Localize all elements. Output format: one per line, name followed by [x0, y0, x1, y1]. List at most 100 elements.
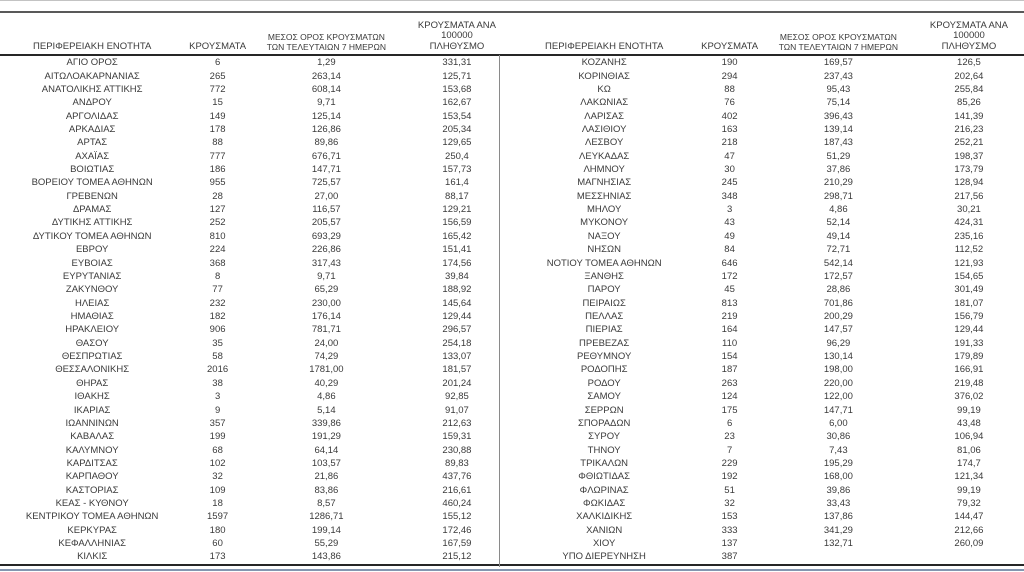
per100k-cell: 301,49	[954, 284, 984, 296]
cases-cell: 245	[721, 177, 738, 189]
avg7-cell: 701,86	[823, 297, 853, 309]
region-cell: ΚΩ	[597, 83, 611, 95]
region-cell: ΓΡΕΒΕΝΩΝ	[66, 190, 118, 202]
region-cell: ΘΑΣΟΥ	[75, 337, 109, 349]
per100k-cell: 156,79	[954, 311, 984, 322]
per100k-cell: 106,94	[954, 431, 984, 443]
cases-cell: 232	[209, 297, 226, 309]
table-row: ΑΧΑΪΑΣ 777 676,71 250,4	[0, 150, 512, 163]
avg7-cell: 263,14	[311, 70, 341, 82]
per100k-cell: 167,59	[442, 538, 472, 550]
per100k-cell: 129,65	[442, 137, 472, 149]
column-header-avg7-line1: ΜΕΣΟΣ ΟΡΟΣ ΚΡΟΥΣΜΑΤΩΝ	[779, 32, 897, 42]
region-cell: ΥΠΟ ΔΙΕΡΕΥΝΗΣΗ	[512, 550, 697, 566]
cases-cell: 45	[724, 284, 735, 296]
table-row: ΣΠΟΡΑΔΩΝ 6 6,00 43,48	[512, 417, 1024, 430]
cases-cell: 333	[721, 524, 738, 536]
avg7-cell: 220,00	[823, 377, 853, 389]
avg7-cell: 169,57	[823, 57, 853, 69]
column-header-cases: ΚΡΟΥΣΜΑΤΑ	[696, 14, 763, 56]
cases-cell: 1597	[207, 511, 229, 523]
per100k-cell: 129,44	[954, 324, 984, 336]
table-row: ΚΑΛΥΜΝΟΥ 68 64,14 230,88	[0, 443, 512, 456]
table-row: ΕΒΡΟΥ 224 226,86 151,41	[0, 243, 512, 256]
avg7-cell: 7,43	[829, 444, 848, 456]
per100k-cell: 202,64	[954, 70, 984, 82]
per100k-cell: 112,52	[954, 244, 984, 256]
per100k-cell: 151,41	[442, 244, 472, 256]
table-row: ΣΕΡΡΩΝ 175 147,71 99,19	[512, 403, 1024, 416]
cases-cell: 777	[209, 150, 226, 162]
region-cell: ΚΕΡΚΥΡΑΣ	[67, 524, 117, 536]
cases-cell: 9	[214, 404, 221, 416]
avg7-cell: 210,29	[823, 177, 853, 189]
region-cell: ΧΙΟΥ	[592, 538, 616, 550]
region-cell: ΜΥΚΟΝΟΥ	[580, 217, 629, 229]
table-row: ΧΑΛΚΙΔΙΚΗΣ 153 137,86 144,47	[512, 510, 1024, 523]
per100k-cell: 437,76	[442, 471, 472, 483]
cases-cell: 32	[212, 471, 223, 483]
table-row: ΛΑΚΩΝΙΑΣ 76 75,14 85,26	[512, 96, 1024, 109]
region-cell: ΗΛΕΙΑΣ	[74, 297, 110, 309]
cases-cell: 265	[209, 70, 226, 82]
table-row: ΙΘΑΚΗΣ 3 4,86 92,85	[0, 390, 512, 403]
column-header-avg7: ΜΕΣΟΣ ΟΡΟΣ ΚΡΟΥΣΜΑΤΩΝ ΤΩΝ ΤΕΛΕΥΤΑΙΩΝ 7 Η…	[250, 14, 402, 56]
avg7-cell: 187,43	[823, 137, 853, 149]
per100k-cell: 212,63	[442, 417, 472, 429]
table-row: ΤΗΝΟΥ 7 7,43 81,06	[512, 443, 1024, 456]
per100k-cell: 166,91	[954, 364, 984, 376]
table-row: ΑΝΑΤΟΛΙΚΗΣ ΑΤΤΙΚΗΣ 772 608,14 153,68	[0, 83, 512, 96]
region-cell: ΚΑΡΠΑΘΟΥ	[65, 471, 119, 483]
region-cell: ΘΕΣΣΑΛΟΝΙΚΗΣ	[55, 364, 130, 376]
cases-cell: 153	[721, 511, 738, 523]
table-row: ΠΡΕΒΕΖΑΣ 110 96,29 191,33	[512, 337, 1024, 350]
table-row: ΓΡΕΒΕΝΩΝ 28 27,00 88,17	[0, 190, 512, 203]
cases-cell: 6	[214, 57, 221, 69]
table-row: ΑΓΙΟ ΟΡΟΣ 6 1,29 331,31	[0, 55, 512, 69]
per100k-cell: 181,57	[442, 364, 472, 376]
table-row: ΑΡΚΑΔΙΑΣ 178 126,86 205,34	[0, 123, 512, 136]
per100k-cell: 144,47	[954, 511, 984, 523]
table-row: ΛΕΥΚΑΔΑΣ 47 51,29 198,37	[512, 150, 1024, 163]
top-border-line	[0, 0, 1024, 1]
table-row: ΚΙΛΚΙΣ 173 143,86 215,12	[0, 550, 512, 566]
avg7-cell: 74,29	[314, 351, 339, 363]
avg7-cell: 49,14	[826, 230, 851, 242]
region-cell: ΠΕΙΡΑΙΩΣ	[582, 297, 626, 309]
cases-cell: 186	[209, 164, 226, 176]
avg7-cell: 4,86	[317, 391, 336, 403]
avg7-cell: 72,71	[826, 244, 851, 256]
region-cell: ΗΡΑΚΛΕΙΟΥ	[65, 324, 120, 336]
per100k-cell: 92,85	[445, 391, 469, 403]
per100k-cell: 125,71	[442, 70, 472, 82]
region-cell: ΚΕΑΣ - ΚΥΘΝΟΥ	[55, 498, 129, 510]
cases-cell: 229	[721, 457, 738, 469]
cases-cell: 49	[724, 230, 735, 242]
cases-cell: 187	[721, 364, 738, 376]
region-cell: ΚΑΒΑΛΑΣ	[70, 431, 115, 443]
avg7-cell: 8,57	[317, 498, 336, 510]
per100k-cell: 219,48	[954, 377, 984, 389]
per100k-cell: 88,17	[445, 190, 469, 202]
cases-cell: 28	[212, 190, 223, 202]
region-cell: ΚΕΦΑΛΛΗΝΙΑΣ	[58, 538, 126, 550]
avg7-cell: 89,86	[314, 137, 339, 149]
avg7-cell: 1286,71	[309, 511, 344, 523]
column-header-cases-label: ΚΡΟΥΣΜΑΤΑ	[701, 40, 759, 52]
avg7-cell: 139,14	[823, 123, 853, 135]
region-cell: ΡΟΔΟΠΗΣ	[580, 364, 628, 376]
per100k-cell: 198,37	[954, 150, 984, 162]
table-row: ΧΑΝΙΩΝ 333 341,29 212,66	[512, 524, 1024, 537]
region-cell: ΖΑΚΥΝΘΟΥ	[65, 284, 119, 296]
table-row: ΔΥΤΙΚΟΥ ΤΟΜΕΑ ΑΘΗΝΩΝ 810 693,29 165,42	[0, 230, 512, 243]
cases-cell: 7	[726, 444, 733, 456]
column-header-avg7-line1: ΜΕΣΟΣ ΟΡΟΣ ΚΡΟΥΣΜΑΤΩΝ	[267, 32, 385, 42]
avg7-cell: 83,86	[314, 484, 339, 496]
avg7-cell: 95,43	[826, 83, 851, 95]
cases-cell: 43	[724, 217, 735, 229]
region-cell: ΔΡΑΜΑΣ	[72, 204, 112, 216]
column-header-region-label: ΠΕΡΙΦΕΡΕΙΑΚΗ ΕΝΟΤΗΤΑ	[545, 40, 664, 52]
column-header-region: ΠΕΡΙΦΕΡΕΙΑΚΗ ΕΝΟΤΗΤΑ	[0, 14, 185, 56]
avg7-cell: 52,14	[826, 217, 851, 229]
avg7-cell: 30,86	[826, 431, 851, 443]
